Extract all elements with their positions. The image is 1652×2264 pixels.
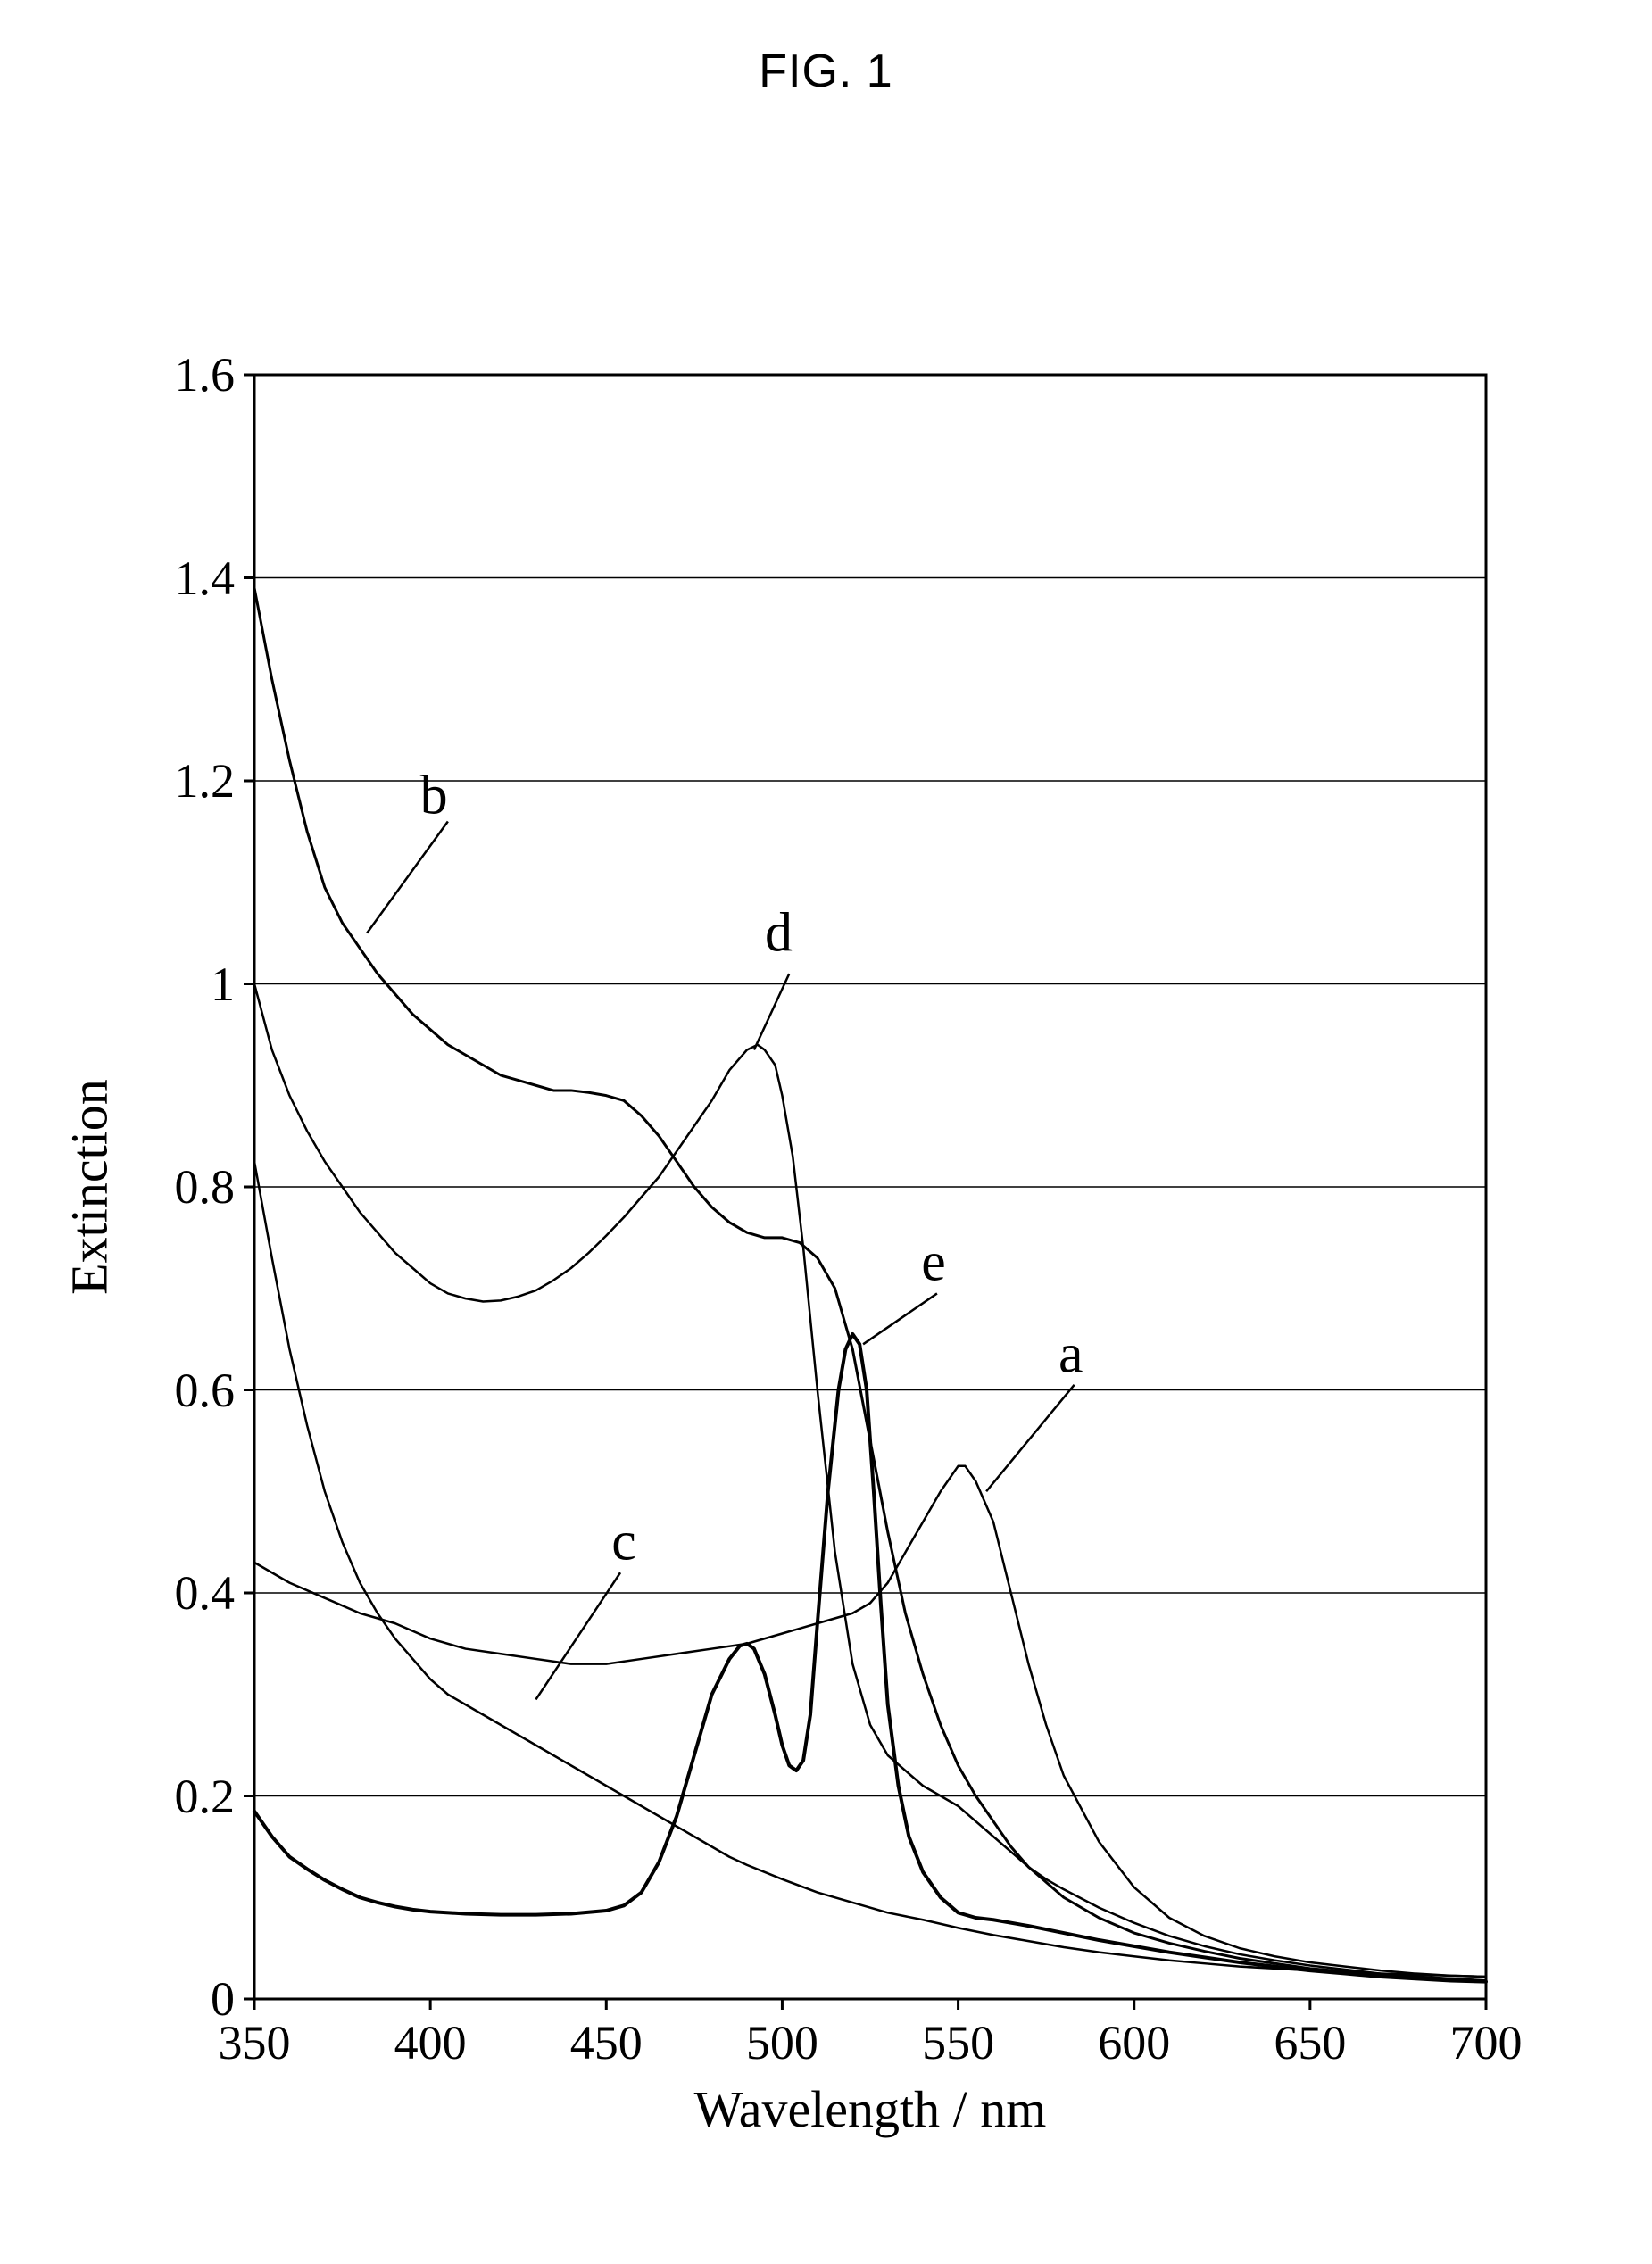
y-axis-label: Extinction bbox=[60, 1079, 120, 1295]
y-tick-label: 1.2 bbox=[175, 753, 236, 809]
leader-line bbox=[986, 1385, 1075, 1491]
curve-label-c: c bbox=[611, 1511, 636, 1574]
y-tick-label: 0.6 bbox=[175, 1363, 236, 1418]
curve-label-d: d bbox=[765, 901, 793, 965]
x-tick-label: 550 bbox=[922, 2015, 994, 2070]
x-tick-label: 650 bbox=[1274, 2015, 1346, 2070]
x-tick-label: 700 bbox=[1450, 2015, 1523, 2070]
chart-plot-area bbox=[254, 375, 1486, 1999]
x-tick-label: 450 bbox=[570, 2015, 643, 2070]
curve-label-b: b bbox=[420, 765, 448, 828]
y-tick-label: 0.4 bbox=[175, 1565, 236, 1621]
curve-c bbox=[254, 1162, 1486, 1977]
y-tick-label: 0.2 bbox=[175, 1769, 236, 1824]
y-tick-label: 0.8 bbox=[175, 1159, 236, 1215]
curve-label-a: a bbox=[1058, 1323, 1083, 1386]
x-axis-label: Wavelength / nm bbox=[694, 2079, 1047, 2139]
x-tick-label: 600 bbox=[1098, 2015, 1170, 2070]
leader-line bbox=[754, 974, 789, 1049]
y-tick-label: 0 bbox=[211, 1971, 235, 2027]
curve-label-e: e bbox=[921, 1232, 946, 1295]
y-tick-label: 1.4 bbox=[175, 551, 236, 606]
leader-line bbox=[863, 1293, 937, 1344]
figure-title: FIG. 1 bbox=[0, 45, 1652, 98]
leader-line bbox=[535, 1572, 620, 1699]
y-tick-label: 1 bbox=[211, 957, 235, 1012]
curve-e bbox=[254, 1334, 1486, 1982]
chart-svg bbox=[254, 375, 1486, 1999]
curve-d bbox=[254, 984, 1486, 1981]
y-tick-label: 1.6 bbox=[175, 347, 236, 402]
leader-line bbox=[367, 822, 448, 933]
x-tick-label: 500 bbox=[746, 2015, 818, 2070]
page: FIG. 1 Extinction Wavelength / nm 350400… bbox=[0, 0, 1652, 2264]
x-tick-label: 400 bbox=[394, 2015, 467, 2070]
